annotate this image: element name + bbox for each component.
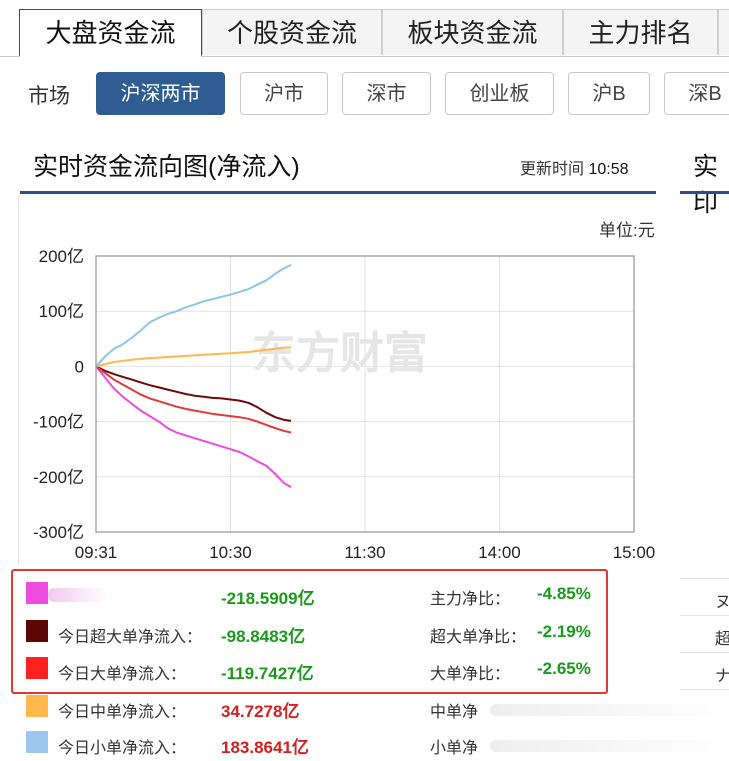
stat-label: 今日小单净流入： xyxy=(58,740,187,757)
chart-lines xyxy=(95,263,292,488)
stat-value: -98.8483亿 xyxy=(221,627,306,646)
tab-stock-flow[interactable]: 个股资金流 xyxy=(202,9,382,55)
right-col-text: ヌ xyxy=(715,594,729,611)
market-button-shb[interactable]: 沪B xyxy=(568,72,650,115)
stat-value: -218.5909亿 xyxy=(221,589,315,608)
ratio-value: -4.85% xyxy=(537,584,591,603)
right-col-text: 超 xyxy=(715,631,729,648)
stat-value: 183.8641亿 xyxy=(221,738,309,757)
chart-grid xyxy=(95,255,635,533)
stat-label: 今日大单净流入： xyxy=(58,666,187,683)
fund-flow-chart: 东方财富 200亿 100亿 0 -100亿 -200亿 -300亿 09:31 10:30… xyxy=(33,247,656,562)
market-button-all[interactable]: 沪深两市 xyxy=(96,72,225,115)
faded-overlay xyxy=(490,704,729,716)
update-time: 更新时间 10:58 xyxy=(520,155,629,179)
stat-row-medium: 今日中单净流入： 34.7278亿 中单净 xyxy=(0,695,729,725)
next-section-title: 实印 xyxy=(693,153,719,217)
tab-main-ranking[interactable]: 主力排名 xyxy=(563,9,718,55)
ratio-label: 大单净比： xyxy=(430,666,511,683)
stat-label: 今日中单净流入： xyxy=(58,704,187,721)
x-tick-label: 10:30 xyxy=(209,543,252,562)
ratio-label: 小单净 xyxy=(430,740,479,757)
watermark: 东方财富 xyxy=(252,329,428,378)
series-line-small xyxy=(95,263,292,368)
market-button-gem[interactable]: 创业板 xyxy=(445,72,554,115)
swatch-small xyxy=(26,731,48,753)
x-tick-label: 11:30 xyxy=(344,543,385,562)
next-section-underline xyxy=(680,191,729,194)
tab-overflow[interactable] xyxy=(718,9,729,55)
tab-market-flow[interactable]: 大盘资金流 xyxy=(19,9,202,57)
market-button-sz[interactable]: 深市 xyxy=(342,72,431,115)
stat-row-small: 今日小单净流入： 183.8641亿 小单净 xyxy=(0,731,729,761)
market-button-sh[interactable]: 沪市 xyxy=(240,72,328,115)
update-time-value: 10:58 xyxy=(588,161,629,178)
right-col-divider xyxy=(680,652,729,653)
tab-sector-flow[interactable]: 板块资金流 xyxy=(382,9,563,55)
swatch-large xyxy=(26,657,48,679)
y-tick-label: -300亿 xyxy=(33,523,84,542)
section-title: 实时资金流向图(净流入) xyxy=(33,153,300,181)
ratio-value: -2.65% xyxy=(537,659,591,678)
y-tick-label: 200亿 xyxy=(39,247,84,266)
market-button-szb[interactable]: 深B xyxy=(664,72,729,115)
y-tick-label: 0 xyxy=(75,357,84,376)
stat-value: -119.7427亿 xyxy=(221,664,314,683)
ratio-label: 主力净比： xyxy=(430,591,511,608)
y-tick-label: 100亿 xyxy=(39,302,84,321)
ratio-label: 中单净 xyxy=(430,704,479,721)
x-tick-label: 14:00 xyxy=(478,543,521,562)
tab-bar: 大盘资金流 个股资金流 板块资金流 主力排名 xyxy=(0,0,729,57)
section-underline xyxy=(20,191,656,194)
right-col-divider xyxy=(680,689,729,690)
blurred-label xyxy=(48,588,108,602)
x-axis-ticks: 09:31 10:30 11:30 14:00 15:00 xyxy=(75,543,656,562)
y-tick-label: -100亿 xyxy=(33,413,84,432)
right-col-divider xyxy=(680,578,729,579)
swatch-medium xyxy=(26,695,48,717)
unit-label: 单位:元 xyxy=(599,221,655,240)
right-col-divider xyxy=(680,615,729,616)
highlight-box xyxy=(11,569,608,694)
ratio-value: -2.19% xyxy=(537,622,591,641)
faded-overlay xyxy=(490,740,729,752)
ratio-label: 超大单净比： xyxy=(430,629,527,646)
stat-row-large: 今日大单净流入： -119.7427亿 大单净比： -2.65% xyxy=(0,657,729,687)
swatch-main xyxy=(26,582,48,604)
market-label: 市场 xyxy=(28,85,70,108)
series-line-large xyxy=(95,365,292,434)
stat-value: 34.7278亿 xyxy=(221,702,300,721)
x-tick-label: 09:31 xyxy=(75,543,118,562)
series-line-medium xyxy=(95,346,292,368)
stat-row-super: 今日超大单净流入： -98.8483亿 超大单净比： -2.19% xyxy=(0,620,729,650)
right-col-text: ナ xyxy=(715,668,729,685)
plot-frame xyxy=(95,255,635,533)
y-tick-label: -200亿 xyxy=(33,468,84,487)
x-tick-label: 15:00 xyxy=(613,543,656,562)
panel-divider xyxy=(18,195,19,565)
update-time-label: 更新时间 xyxy=(520,161,585,178)
series-line-super xyxy=(95,365,292,422)
stat-label: 今日超大单净流入： xyxy=(58,629,203,646)
series-line-main xyxy=(95,365,292,488)
swatch-super xyxy=(26,620,48,642)
stat-row-main: -218.5909亿 主力净比： -4.85% xyxy=(0,582,729,612)
y-axis-ticks: 200亿 100亿 0 -100亿 -200亿 -300亿 xyxy=(33,247,84,542)
